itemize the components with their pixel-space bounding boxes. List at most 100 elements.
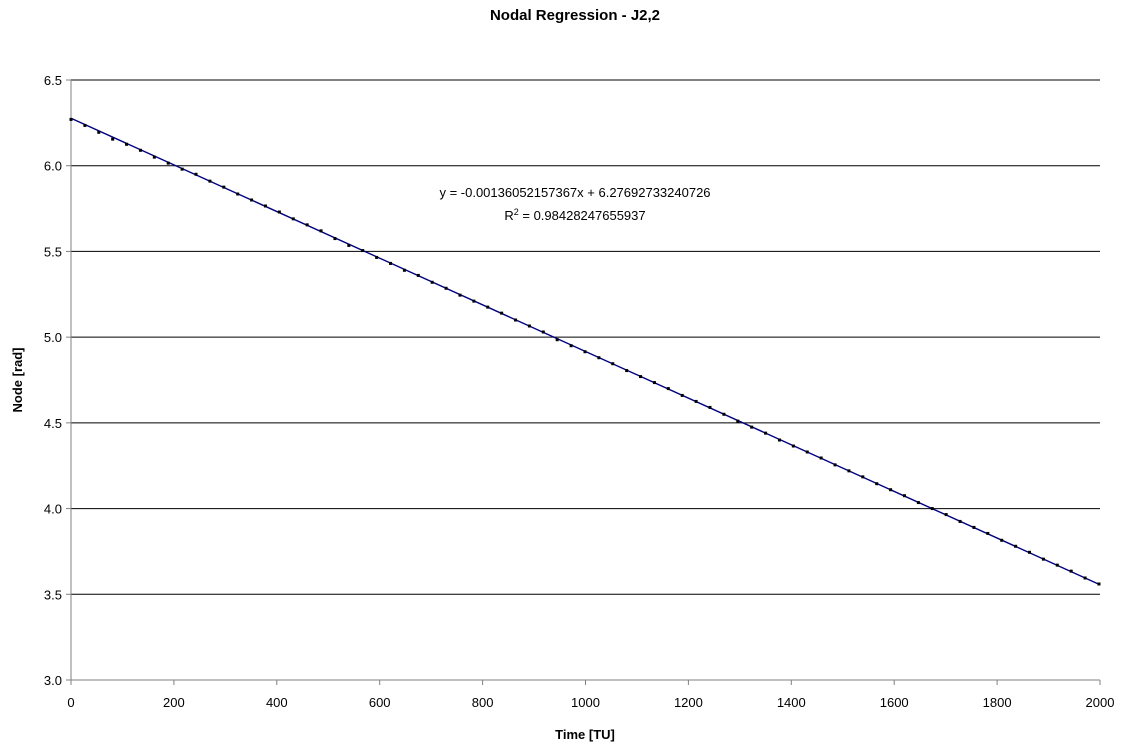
data-point-0-59 (889, 488, 893, 492)
x-tick-label-7: 1400 (777, 695, 806, 710)
data-point-0-72 (1069, 569, 1073, 573)
r-squared-prefix: R (504, 208, 513, 223)
data-point-0-32 (514, 318, 518, 322)
data-point-0-55 (833, 463, 837, 467)
data-point-0-29 (472, 299, 476, 303)
data-point-0-9 (194, 172, 198, 176)
axes (66, 79, 1101, 685)
data-point-0-23 (389, 261, 393, 265)
x-tick-label-2: 400 (266, 695, 288, 710)
x-tick-label-10: 2000 (1086, 695, 1115, 710)
data-point-0-50 (764, 431, 768, 435)
y-tick-label-1: 3.5 (44, 587, 62, 602)
data-point-0-42 (652, 381, 656, 385)
data-point-0-19 (333, 237, 337, 241)
data-point-0-12 (236, 192, 240, 196)
data-point-0-6 (152, 155, 156, 159)
data-point-0-28 (458, 293, 462, 297)
data-point-0-10 (208, 179, 212, 183)
data-point-0-18 (319, 229, 323, 233)
data-point-0-24 (402, 268, 406, 272)
x-tick-label-0: 0 (67, 695, 74, 710)
data-point-0-71 (1055, 563, 1059, 567)
data-point-0-34 (541, 330, 545, 334)
data-point-0-63 (944, 513, 948, 517)
data-point-0-13 (250, 198, 254, 202)
data-point-0-51 (777, 438, 781, 442)
data-point-0-31 (500, 311, 504, 315)
data-point-0-4 (125, 142, 129, 146)
data-point-0-5 (138, 148, 142, 152)
data-point-0-61 (916, 501, 920, 505)
data-point-0-53 (805, 450, 809, 454)
data-point-0-45 (694, 399, 698, 403)
r-squared-label: R2 = 0.98428247655937 (504, 207, 645, 223)
data-point-0-47 (722, 412, 726, 416)
y-tick-label-0: 3.0 (44, 673, 62, 688)
data-point-0-44 (680, 393, 684, 397)
y-tick-label-5: 5.5 (44, 244, 62, 259)
data-point-0-11 (222, 185, 226, 189)
data-point-0-48 (736, 419, 740, 423)
data-point-0-16 (291, 217, 295, 221)
y-axis-title: Node [rad] (10, 348, 25, 413)
x-tick-label-9: 1800 (983, 695, 1012, 710)
data-point-0-38 (597, 356, 601, 360)
x-tick-label-1: 200 (163, 695, 185, 710)
data-point-0-54 (819, 456, 823, 460)
data-point-0-56 (847, 469, 851, 473)
data-point-0-30 (486, 305, 490, 309)
data-point-0-25 (416, 273, 420, 277)
data-point-0-52 (791, 444, 795, 448)
data-point-0-73 (1083, 576, 1087, 580)
data-point-0-67 (1000, 538, 1004, 542)
data-point-0-70 (1041, 557, 1045, 561)
data-point-0-36 (569, 344, 573, 348)
data-point-0-14 (263, 204, 267, 208)
data-point-0-37 (583, 350, 587, 354)
gridlines (71, 79, 1100, 595)
y-tick-label-3: 4.5 (44, 416, 62, 431)
data-point-0-21 (361, 249, 365, 253)
data-point-0-33 (527, 324, 531, 328)
data-point-0-40 (625, 369, 629, 373)
y-tick-label-2: 4.0 (44, 502, 62, 517)
data-point-0-58 (875, 482, 879, 486)
y-tick-label-6: 6.0 (44, 159, 62, 174)
x-tick-label-8: 1600 (880, 695, 909, 710)
data-point-0-64 (958, 519, 962, 523)
data-point-0-62 (930, 507, 934, 511)
data-point-0-65 (972, 525, 976, 529)
data-point-0-1 (83, 123, 87, 127)
data-point-0-66 (986, 531, 990, 535)
data-point-0-49 (750, 425, 754, 429)
trendline-equation: y = -0.00136052157367x + 6.2769273324072… (439, 185, 710, 200)
data-point-0-68 (1014, 544, 1018, 548)
x-tick-label-5: 1000 (571, 695, 600, 710)
data-point-0-69 (1028, 550, 1032, 554)
x-tick-label-4: 800 (472, 695, 494, 710)
data-point-0-15 (277, 210, 281, 214)
data-point-0-74 (1097, 582, 1101, 586)
r-squared-superscript: 2 (514, 207, 519, 217)
x-tick-label-6: 1200 (674, 695, 703, 710)
data-point-0-2 (97, 130, 101, 134)
chart-title: Nodal Regression - J2,2 (490, 7, 660, 24)
data-point-0-8 (180, 167, 184, 171)
y-tick-label-7: 6.5 (44, 73, 62, 88)
data-points (69, 117, 1101, 586)
data-point-0-3 (111, 137, 115, 141)
data-point-0-17 (305, 223, 309, 227)
data-point-0-27 (444, 286, 448, 290)
data-point-0-39 (611, 362, 615, 366)
data-point-0-43 (666, 387, 670, 391)
data-point-0-60 (902, 494, 906, 498)
y-tick-labels: 3.0 3.5 4.0 4.5 5.0 5.5 6.0 6.5 (44, 73, 62, 688)
data-point-0-46 (708, 405, 712, 409)
data-point-0-22 (375, 255, 379, 259)
y-tick-label-4: 5.0 (44, 330, 62, 345)
data-point-0-41 (639, 375, 643, 379)
x-axis-title: Time [TU] (555, 727, 615, 742)
x-tick-label-3: 600 (369, 695, 391, 710)
